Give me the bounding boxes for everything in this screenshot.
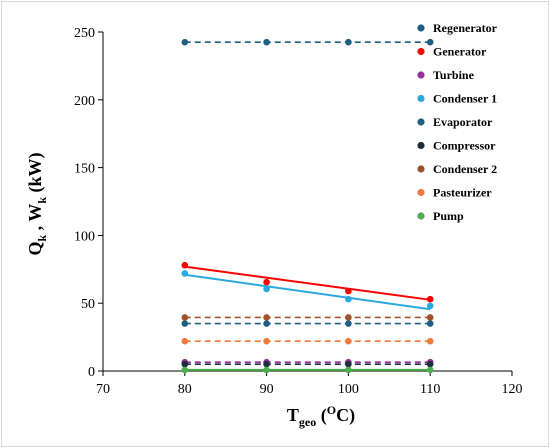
point-compressor (345, 360, 352, 368)
y-tick-label: 50 (81, 297, 95, 312)
series-pump (181, 366, 434, 374)
legend-label-pump: Pump (433, 209, 464, 223)
legend-marker-condenser-1 (417, 94, 425, 103)
point-pump (426, 366, 434, 374)
x-tick-label: 120 (502, 382, 523, 397)
trendline-condenser-1 (184, 273, 431, 311)
legend-marker-evaporator (417, 118, 425, 126)
point-pump (263, 366, 270, 374)
x-tick-label: 70 (96, 382, 110, 397)
legend-label-evaporator: Evaporator (433, 115, 493, 129)
series-condenser-2 (181, 314, 434, 321)
legend-marker-condenser-2 (417, 165, 425, 173)
trendline-generator (184, 265, 431, 301)
y-tick-label: 0 (88, 365, 95, 380)
series-condenser-1 (181, 270, 434, 311)
x-axis-title: Tgeo (OC) (287, 403, 355, 429)
point-condenser-1 (426, 302, 434, 310)
point-pasteurizer (181, 337, 189, 345)
x-tick-label: 100 (338, 382, 359, 397)
point-condenser-1 (181, 270, 189, 277)
legend-marker-turbine (417, 71, 425, 79)
series-generator (181, 261, 434, 303)
legend-marker-pump (417, 212, 425, 220)
legend-label-condenser-2: Condenser 2 (433, 162, 497, 176)
point-pump (345, 366, 352, 374)
point-generator (181, 261, 189, 269)
series-evaporator (181, 320, 434, 327)
y-tick-label: 150 (74, 162, 95, 177)
point-regenerator (263, 38, 270, 46)
point-pasteurizer (426, 337, 434, 345)
point-pasteurizer (345, 337, 352, 345)
series-layer (181, 38, 434, 374)
point-evaporator (426, 320, 434, 327)
point-condenser-1 (345, 295, 352, 303)
point-evaporator (345, 320, 352, 327)
tick-labels: 0 50 100 150 200 250 70 80 90 100 110 120 (74, 26, 523, 397)
point-evaporator (181, 320, 189, 327)
series-compressor (181, 360, 434, 368)
legend-label-compressor: Compressor (433, 139, 496, 153)
legend-marker-pasteurizer (417, 188, 425, 197)
axes (98, 31, 513, 376)
point-generator (345, 287, 352, 295)
y-axis-title: Qk , Wk (kW) (25, 152, 49, 255)
point-generator (263, 278, 270, 286)
point-condenser-2 (181, 314, 189, 321)
point-compressor (263, 360, 270, 368)
point-compressor (181, 360, 189, 368)
point-condenser-2 (263, 314, 270, 321)
x-tick-label: 80 (178, 382, 192, 397)
legend-label-generator: Generator (433, 45, 487, 59)
legend-label-condenser-1: Condenser 1 (433, 92, 497, 106)
point-condenser-1 (263, 285, 270, 293)
legend-label-pasteurizer: Pasteurizer (433, 186, 492, 200)
x-tick-label: 90 (260, 382, 274, 397)
legend-marker-generator (417, 47, 425, 56)
point-pump (181, 366, 189, 374)
y-tick-label: 100 (74, 229, 95, 244)
legend-label-turbine: Turbine (433, 68, 475, 82)
point-compressor (426, 360, 434, 368)
legend: Regenerator Generator Turbine Condenser 1 Ev… (417, 21, 498, 223)
point-condenser-2 (345, 314, 352, 321)
point-regenerator (181, 38, 189, 46)
legend-marker-regenerator (417, 24, 425, 32)
point-regenerator (345, 38, 352, 46)
y-tick-label: 250 (74, 26, 95, 41)
point-pasteurizer (263, 337, 270, 345)
point-condenser-2 (426, 314, 434, 321)
y-tick-label: 200 (74, 94, 95, 109)
legend-marker-compressor (417, 141, 425, 150)
point-regenerator (426, 38, 434, 46)
point-evaporator (263, 320, 270, 327)
x-tick-label: 110 (420, 382, 440, 397)
legend-label-regenerator: Regenerator (433, 21, 498, 35)
series-regenerator (181, 38, 434, 46)
point-generator (426, 295, 434, 303)
series-pasteurizer (181, 337, 434, 345)
